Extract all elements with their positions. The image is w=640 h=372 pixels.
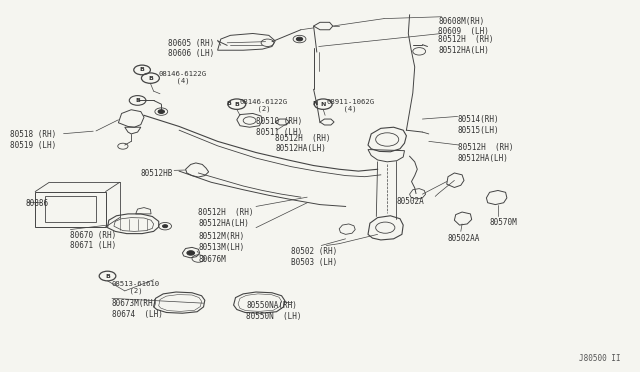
Text: 80502AA: 80502AA xyxy=(448,234,481,243)
Text: B: B xyxy=(148,76,153,81)
Text: 80673M(RH)
80674  (LH): 80673M(RH) 80674 (LH) xyxy=(112,299,163,319)
Text: 80512H  (RH)
80512HA(LH): 80512H (RH) 80512HA(LH) xyxy=(198,208,254,228)
Circle shape xyxy=(296,37,303,41)
Text: 08911-1062G
    (4): 08911-1062G (4) xyxy=(326,99,374,112)
Text: 80512H  (RH)
80512HA(LH): 80512H (RH) 80512HA(LH) xyxy=(438,35,494,55)
Text: 08146-6122G
    (4): 08146-6122G (4) xyxy=(159,71,207,84)
Text: B: B xyxy=(105,273,110,279)
Text: 80886: 80886 xyxy=(26,199,49,208)
Text: 80502 (RH)
B0503 (LH): 80502 (RH) B0503 (LH) xyxy=(291,247,337,267)
Text: 80518 (RH)
80519 (LH): 80518 (RH) 80519 (LH) xyxy=(10,130,56,150)
Text: B: B xyxy=(135,98,140,103)
Text: 80514(RH)
80515(LH): 80514(RH) 80515(LH) xyxy=(458,115,499,135)
Text: 08513-61610
    (2): 08513-61610 (2) xyxy=(112,281,160,294)
Circle shape xyxy=(158,110,164,113)
Text: 80512HB: 80512HB xyxy=(140,169,173,178)
Text: 80608M(RH)
80609  (LH): 80608M(RH) 80609 (LH) xyxy=(438,17,489,36)
Text: 80510 (RH)
80511 (LH): 80510 (RH) 80511 (LH) xyxy=(256,117,302,137)
Text: 80512H  (RH)
80512HA(LH): 80512H (RH) 80512HA(LH) xyxy=(275,134,331,153)
Text: N: N xyxy=(321,102,326,107)
Text: N: N xyxy=(313,101,318,106)
Text: B: B xyxy=(140,67,145,73)
Text: 80512M(RH)
80513M(LH): 80512M(RH) 80513M(LH) xyxy=(198,232,244,252)
Text: B: B xyxy=(226,101,231,106)
Circle shape xyxy=(187,251,195,255)
Text: 80676M: 80676M xyxy=(198,255,226,264)
Text: J80500 II: J80500 II xyxy=(579,354,621,363)
Text: B: B xyxy=(234,102,239,107)
Text: 80605 (RH)
80606 (LH): 80605 (RH) 80606 (LH) xyxy=(168,39,214,58)
Text: 80512H  (RH)
80512HA(LH): 80512H (RH) 80512HA(LH) xyxy=(458,143,513,163)
Text: 80670 (RH)
80671 (LH): 80670 (RH) 80671 (LH) xyxy=(70,231,116,250)
Text: 80550NA(RH)
80550N  (LH): 80550NA(RH) 80550N (LH) xyxy=(246,301,302,321)
Text: 80570M: 80570M xyxy=(490,218,517,227)
Circle shape xyxy=(163,225,168,228)
Text: 80502A: 80502A xyxy=(397,197,424,206)
Text: 08146-6122G
    (2): 08146-6122G (2) xyxy=(240,99,288,112)
